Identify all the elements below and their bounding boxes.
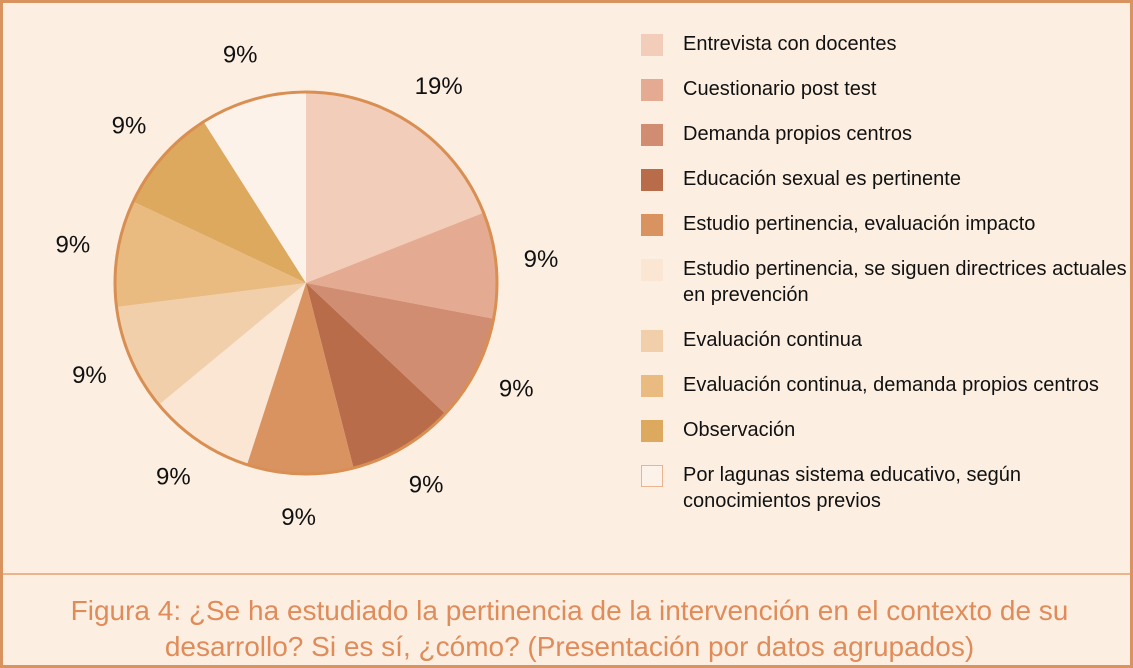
data-label: 9% (72, 362, 107, 389)
legend-item: Demanda propios centros (641, 121, 1130, 147)
legend-swatch (641, 420, 663, 442)
legend-label: Cuestionario post test (683, 78, 877, 100)
legend-item: Estudio pertinencia, evaluación impacto (641, 211, 1130, 237)
legend: Entrevista con docentes Cuestionario post… (641, 31, 1130, 514)
legend-swatch (641, 79, 663, 101)
legend-label: Evaluación continua (683, 329, 863, 351)
data-label: 9% (56, 231, 91, 258)
data-label: 9% (499, 375, 534, 402)
pie-slice (158, 283, 306, 465)
legend-item: Educación sexual es pertinente (641, 166, 1130, 192)
legend-item: Evaluación continua, demanda propios cen… (641, 372, 1130, 398)
legend-swatch (641, 169, 663, 191)
data-label: 9% (156, 464, 191, 491)
data-label: 9% (112, 112, 147, 139)
pie-slice (246, 283, 354, 474)
pie-outline (113, 90, 499, 476)
legend-label: Entrevista con docentes (683, 33, 897, 55)
caption: Figura 4: ¿Se ha estudiado la pertinenci… (70, 595, 1069, 662)
legend-item: Entrevista con docentes (641, 31, 1130, 57)
legend-item: Estudio pertinencia, se siguen directric… (641, 256, 1130, 308)
data-label: 9% (223, 42, 258, 69)
legend-label: Observación (683, 419, 796, 441)
data-label: 19% (415, 73, 463, 100)
legend-swatch (641, 124, 663, 146)
legend-label: Por lagunas sistema educativo, según con… (683, 464, 1021, 512)
pie-slice (115, 201, 306, 307)
pie-slice (116, 283, 306, 405)
pie-slice (133, 121, 306, 283)
data-label: 9% (409, 471, 444, 498)
pie-slice (306, 283, 446, 468)
legend-item: Por lagunas sistema educativo, según con… (641, 462, 1130, 514)
legend-label: Estudio pertinencia, evaluación impacto (683, 213, 1036, 235)
pie-slice (306, 92, 484, 283)
legend-swatch (641, 465, 663, 487)
legend-label: Estudio pertinencia, se siguen directric… (683, 258, 1127, 306)
legend-swatch (641, 330, 663, 352)
data-label: 9% (281, 504, 316, 531)
legend-label: Evaluación continua, demanda propios cen… (683, 374, 1099, 396)
separator (3, 573, 1130, 575)
pie-slice (306, 283, 494, 414)
data-label: 9% (524, 246, 559, 273)
legend-item: Cuestionario post test (641, 76, 1130, 102)
legend-label: Educación sexual es pertinente (683, 168, 961, 190)
legend-swatch (641, 34, 663, 56)
pie-area: 19% 9% 9% 9% 9% 9% 9% 9% 9% 9% (56, 42, 559, 532)
pie-slice (203, 92, 306, 283)
legend-swatch (641, 214, 663, 236)
legend-swatch (641, 259, 663, 281)
pie-slice (306, 212, 498, 319)
legend-item: Evaluación continua (641, 327, 1130, 353)
legend-item: Observación (641, 417, 1130, 443)
legend-swatch (641, 375, 663, 397)
legend-label: Demanda propios centros (683, 123, 913, 145)
